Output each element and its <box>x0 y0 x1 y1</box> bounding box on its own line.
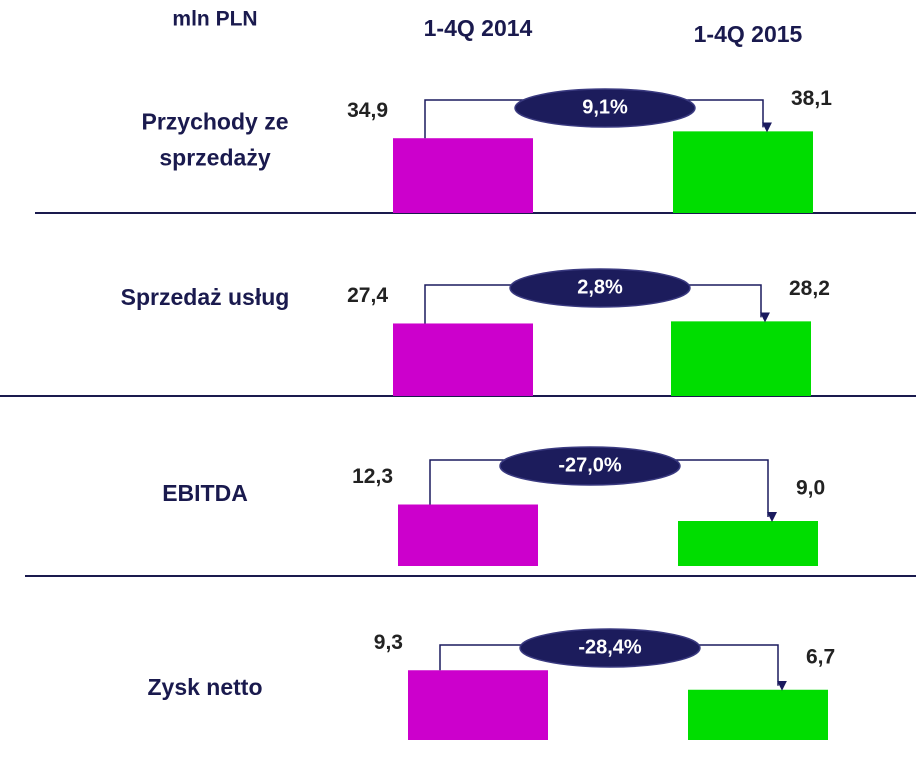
bar <box>408 670 548 740</box>
value-label: 28,2 <box>789 277 830 300</box>
unit-label: mln PLN <box>172 8 257 31</box>
bar <box>678 521 818 566</box>
change-label: -28,4% <box>578 636 642 658</box>
row-title: EBITDA <box>162 480 248 507</box>
bar <box>393 323 533 396</box>
bar <box>671 321 811 396</box>
change-label: 9,1% <box>582 96 628 118</box>
value-label: 9,0 <box>796 477 825 500</box>
change-badge <box>514 88 696 128</box>
period-label: 1-4Q 2014 <box>424 15 533 41</box>
change-label: 2,8% <box>577 276 623 298</box>
row-title: Sprzedaż usług <box>120 284 290 311</box>
change-badge <box>509 268 691 308</box>
bar <box>688 689 828 740</box>
row-title: Przychody ze sprzedaży <box>141 108 289 170</box>
value-label: 38,1 <box>791 87 832 110</box>
value-label: 34,9 <box>347 99 388 122</box>
change-badge <box>519 628 701 668</box>
bar <box>393 138 533 213</box>
period-label: 1-4Q 2015 <box>694 21 803 47</box>
value-label: 12,3 <box>352 465 393 488</box>
value-label: 6,7 <box>806 645 835 668</box>
bar <box>398 504 538 566</box>
change-badge <box>499 446 681 486</box>
change-label: -27,0% <box>558 454 622 476</box>
value-label: 9,3 <box>374 631 403 654</box>
bar <box>673 131 813 213</box>
row-title: Zysk netto <box>147 674 263 701</box>
value-label: 27,4 <box>347 284 388 307</box>
